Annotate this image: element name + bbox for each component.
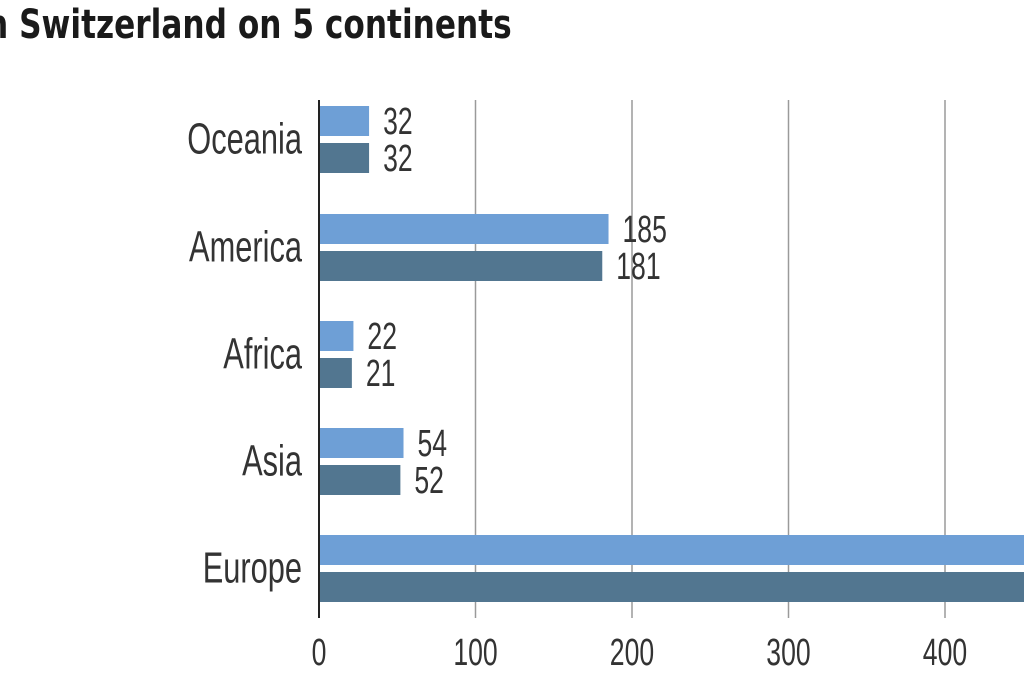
- category-label: America: [189, 223, 303, 272]
- category-label: Asia: [242, 437, 303, 486]
- bar: [319, 535, 1024, 565]
- value-label: 181: [616, 244, 660, 287]
- x-tick-label: 300: [766, 630, 810, 673]
- category-label: Africa: [223, 330, 302, 379]
- category-labels: Oceania America Africa Asia Europe: [187, 115, 302, 593]
- bar: [319, 428, 404, 458]
- bar: [319, 143, 370, 173]
- bars: [319, 106, 1024, 602]
- bar: [319, 251, 603, 281]
- bar: [319, 358, 352, 388]
- category-label: Europe: [203, 544, 302, 593]
- x-tick-label: 400: [923, 630, 967, 673]
- bar: [319, 214, 609, 244]
- x-tick-label: 0: [312, 630, 327, 673]
- x-tick-label: 100: [453, 630, 497, 673]
- category-label: Oceania: [187, 115, 302, 164]
- value-label: 21: [366, 351, 396, 394]
- bar: [319, 106, 370, 136]
- value-label: 54: [418, 421, 448, 464]
- bar: [319, 321, 354, 351]
- x-tick-labels: 0 100 200 300 400: [312, 630, 968, 673]
- value-label: 185: [623, 207, 667, 250]
- value-label: 32: [383, 136, 413, 179]
- x-tick-label: 200: [610, 630, 654, 673]
- value-label: 22: [367, 314, 397, 357]
- chart-title: n Switzerland on 5 continents: [0, 2, 512, 48]
- value-label: 32: [383, 99, 413, 142]
- gridlines: [474, 100, 946, 618]
- value-label: 52: [414, 458, 444, 501]
- bar: [319, 572, 1024, 602]
- bar: [319, 465, 401, 495]
